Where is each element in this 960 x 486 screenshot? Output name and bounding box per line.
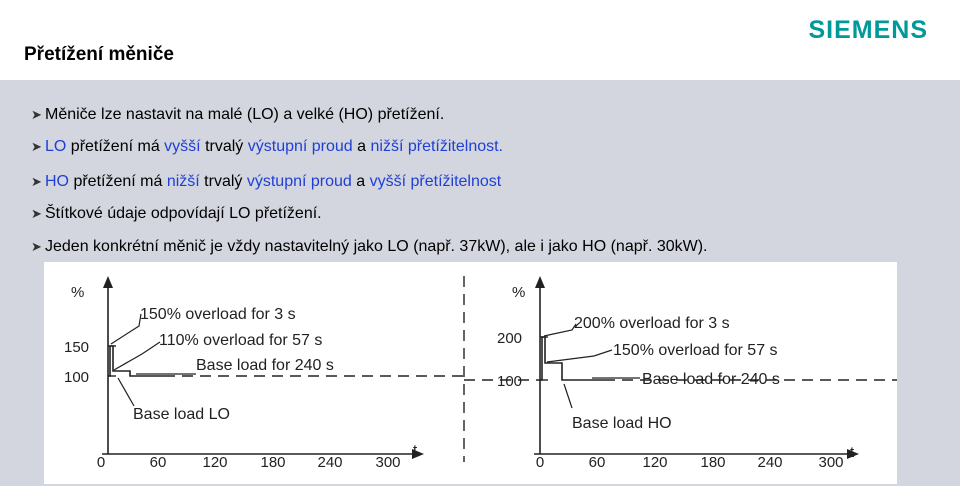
- lo-load-curve: [108, 345, 164, 377]
- lo-chart: % 150 100 t 0 60 120 180 240 300 150% ov…: [64, 276, 465, 471]
- bullet-item: ➤ LO přetížení má vyšší trvalý výstupní p…: [31, 138, 503, 156]
- lo-label-base-load-lo: Base load LO: [133, 406, 230, 423]
- bullet-text: přetížení má: [66, 138, 165, 155]
- bullet-text: přetížení má: [69, 173, 167, 190]
- lo-x-tick-label: 120: [202, 454, 227, 471]
- lo-x-tick-label: 60: [150, 454, 167, 471]
- lo-x-tick-label: 0: [97, 454, 105, 471]
- bullet-item: ➤ Měniče lze nastavit na malé (LO) a velk…: [31, 106, 444, 124]
- ho-y-tick-label: 100: [497, 373, 522, 390]
- bullet-text: trvalý: [200, 138, 248, 155]
- overload-diagram-svg: % 150 100 t 0 60 120 180 240 300 150% ov…: [64, 276, 897, 471]
- siemens-logo: SIEMENS: [808, 16, 928, 44]
- lo-x-tick-label: 240: [317, 454, 342, 471]
- ho-label-base-load: Base load for 240 s: [642, 371, 780, 388]
- bullet-text: a: [352, 138, 371, 155]
- lo-leader-line: [113, 341, 161, 371]
- highlight-text: výstupní proud: [247, 138, 353, 155]
- bullet-item: ➤ Štítkové údaje odpovídají LO přetížení.: [31, 205, 322, 223]
- ho-label-overload-low: 150% overload for 57 s: [613, 342, 778, 359]
- arrow-bullet-icon: ➤: [31, 206, 42, 221]
- lo-x-tick-label: 180: [260, 454, 285, 471]
- ho-x-tick-label: 0: [536, 454, 544, 471]
- bullet-item: ➤ Jeden konkrétní měnič je vždy nastavite…: [31, 238, 708, 256]
- slide-title: Přetížení měniče: [24, 44, 174, 65]
- highlight-text: výstupní proud: [246, 173, 352, 190]
- lo-y-unit: %: [71, 284, 84, 301]
- arrow-bullet-icon: ➤: [31, 139, 42, 154]
- lo-x-tick-label: 300: [375, 454, 400, 471]
- ho-x-tick-label: 240: [757, 454, 782, 471]
- highlight-text: nižší přetížitelnost.: [370, 138, 504, 155]
- ho-x-arrow-icon: [847, 449, 859, 459]
- lo-label-base-load: Base load for 240 s: [196, 357, 334, 374]
- ho-load-curve: [540, 336, 604, 381]
- lo-x-arrow-icon: [412, 449, 424, 459]
- ho-x-tick-label: 120: [642, 454, 667, 471]
- highlight-text: nižší: [166, 173, 200, 190]
- ho-y-arrow-icon: [535, 276, 545, 288]
- lo-y-tick-label: 100: [64, 369, 89, 386]
- ho-leader-line: [563, 383, 573, 409]
- arrow-bullet-icon: ➤: [31, 107, 42, 122]
- bullet-text: Jeden konkrétní měnič je vždy nastavitel…: [45, 238, 708, 255]
- ho-leader-line: [546, 349, 613, 363]
- ho-label-overload-high: 200% overload for 3 s: [574, 315, 730, 332]
- header: Přetížení měniče SIEMENS: [0, 0, 960, 80]
- ho-label-base-load-ho: Base load HO: [572, 415, 672, 432]
- lo-y-arrow-icon: [103, 276, 113, 288]
- bullet-text: trvalý: [199, 173, 247, 190]
- lo-leader-line: [117, 377, 135, 407]
- ho-leader-line: [543, 323, 577, 337]
- arrow-bullet-icon: ➤: [31, 239, 42, 254]
- ho-y-unit: %: [512, 284, 525, 301]
- ho-x-tick-label: 300: [818, 454, 843, 471]
- overload-diagram: % 150 100 t 0 60 120 180 240 300 150% ov…: [44, 262, 897, 484]
- ho-y-tick-label: 200: [497, 330, 522, 347]
- ho-x-tick-label: 180: [700, 454, 725, 471]
- bullet-text: a: [351, 173, 370, 190]
- highlight-text: LO: [45, 138, 67, 155]
- lo-leader-line: [110, 313, 142, 345]
- highlight-text: vyšší: [164, 138, 201, 155]
- lo-y-tick-label: 150: [64, 339, 89, 356]
- bullet-text: Štítkové údaje odpovídají LO přetížení.: [45, 205, 322, 222]
- lo-label-overload-high: 150% overload for 3 s: [140, 306, 296, 323]
- ho-x-unit: t: [850, 444, 855, 461]
- bullet-text: Měniče lze nastavit na malé (LO) a velké…: [45, 106, 445, 123]
- lo-x-unit: t: [413, 442, 418, 459]
- ho-x-tick-label: 60: [589, 454, 606, 471]
- highlight-text: vyšší přetížitelnost: [369, 173, 502, 190]
- lo-label-overload-low: 110% overload for 57 s: [159, 332, 322, 349]
- arrow-bullet-icon: ➤: [31, 174, 42, 189]
- ho-chart: % 200 100 t 0 60 120 180 240 300 200% ov…: [464, 276, 897, 471]
- bullet-item: ➤ HO přetížení má nižší trvalý výstupní p…: [31, 173, 501, 191]
- highlight-text: HO: [45, 173, 69, 190]
